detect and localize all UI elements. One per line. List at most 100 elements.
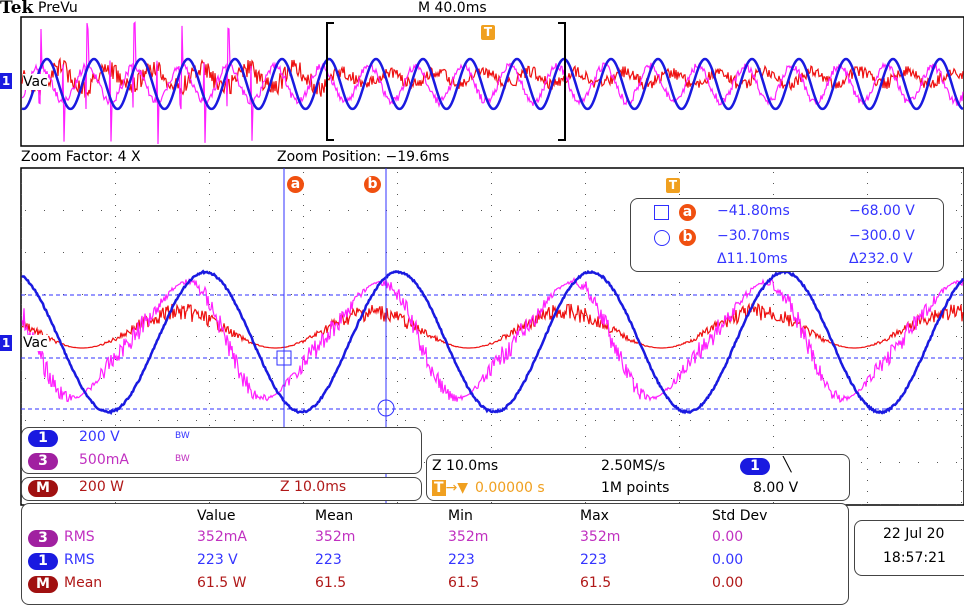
ch1-marker-preview[interactable]: 1 [0,73,12,89]
grid-dot [234,420,235,421]
grid-dot [272,252,273,253]
grid-dot [961,205,962,206]
grid-dot [961,216,962,217]
header-std-dev: Std Dev [712,508,768,524]
grid-dot [956,420,957,421]
grid-dot [63,378,64,379]
grid-dot [115,425,116,426]
grid-dot [397,381,398,382]
grid-dot [867,172,868,173]
grid-dot [120,420,121,421]
grid-dot [209,326,210,327]
trigger-marker-preview[interactable]: T [481,25,495,40]
grid-dot [303,403,304,404]
grid-dot [766,336,767,337]
grid-dot [177,378,178,379]
grid-dot [867,293,868,294]
grid-dot [880,462,881,463]
grid-dot [101,210,102,211]
math-panel[interactable]: M 200 W Z 10.0ms [21,477,422,501]
grid-dot [519,420,520,421]
grid-dot [348,336,349,337]
grid-dot [158,420,159,421]
grid-dot [491,436,492,437]
grid-dot [21,414,22,415]
grid-dot [303,359,304,360]
zoom-position: Zoom Position: −19.6ms [277,149,450,165]
meas-cell: 0.00 [712,552,744,568]
ch1-marker-main[interactable]: 1 [0,335,12,351]
math-badge[interactable]: M [28,480,58,497]
grid-dot [397,425,398,426]
grid-dot [115,414,116,415]
grid-dot [21,359,22,360]
grid-dot [491,392,492,393]
grid-dot [842,420,843,421]
cursor-b-time: −30.70ms [717,228,790,244]
trigger-position: 0.00000 s [475,480,545,496]
grid-dot [652,420,653,421]
grid-dot [679,326,680,327]
grid-dot [585,227,586,228]
grid-dot [491,447,492,448]
grid-dot [25,210,26,211]
grid-dot [585,194,586,195]
grid-dot [773,392,774,393]
timebase-panel[interactable]: Z 10.0ms 2.50MS/s 1 ╲ T →▼ 0.00000 s 1M p… [426,454,850,501]
grid-dot [21,271,22,272]
grid-dot [348,378,349,379]
grid-dot [585,425,586,426]
grid-dot [773,502,774,503]
grid-dot [272,294,273,295]
grid-dot [303,293,304,294]
grid-dot [424,210,425,211]
grid-dot [773,425,774,426]
ch1-badge[interactable]: 1 [28,430,58,447]
grid-dot [443,420,444,421]
grid-dot [397,414,398,415]
cursor-a-handle[interactable]: a [287,176,304,193]
grid-dot [115,304,116,305]
grid-dot [614,420,615,421]
grid-dot [576,252,577,253]
grid-dot [115,238,116,239]
trigger-level: 8.00 V [753,480,799,496]
ch3-badge[interactable]: 3 [28,453,58,470]
preview-trace-ch1 [21,57,964,111]
grid-dot [500,210,501,211]
grid-dot [585,260,586,261]
grid-dot [115,326,116,327]
grid-dot [557,336,558,337]
preview-trace-math [21,57,964,99]
channel-panel[interactable]: 1 200 V BW 3 500mA BW [21,427,422,474]
grid-dot [880,336,881,337]
grid-dot [785,336,786,337]
grid-dot [481,336,482,337]
grid-dot [491,293,492,294]
grid-dot [310,210,311,211]
grid-dot [272,336,273,337]
grid-dot [348,294,349,295]
grid-dot [961,238,962,239]
grid-dot [397,370,398,371]
grid-dot [614,336,615,337]
grid-dot [961,469,962,470]
cursor-b-value: −300.0 V [849,228,915,244]
grid-dot [595,378,596,379]
grid-dot [303,392,304,393]
meas-cell: 223 [448,552,475,568]
grid-dot [861,504,862,505]
grid-dot [397,337,398,338]
grid-dot [961,337,962,338]
grid-dot [21,194,22,195]
grid-dot [867,436,868,437]
grid-dot [961,491,962,492]
grid-dot [867,480,868,481]
grid-dot [139,420,140,421]
cursor-b-handle[interactable]: b [364,176,381,193]
trigger-marker-main[interactable]: T [666,178,680,193]
grid-dot [956,504,957,505]
grid-dot [303,260,304,261]
grid-dot [633,336,634,337]
grid-dot [576,378,577,379]
